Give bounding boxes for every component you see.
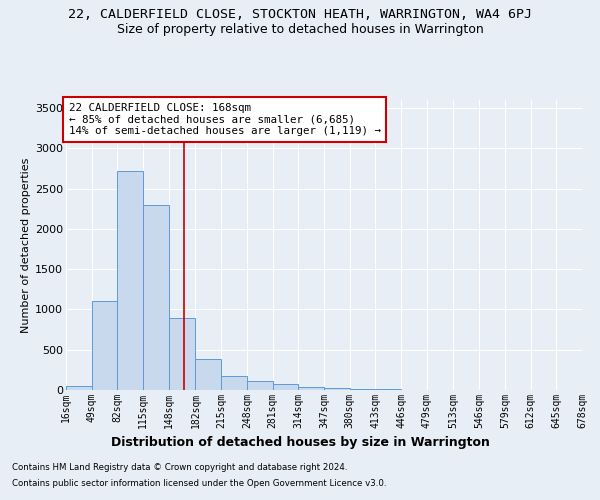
- Bar: [350, 389, 376, 390]
- Text: Distribution of detached houses by size in Warrington: Distribution of detached houses by size …: [110, 436, 490, 449]
- Bar: [66, 386, 92, 390]
- Bar: [196, 358, 221, 390]
- Bar: [272, 384, 298, 390]
- Bar: [143, 204, 169, 390]
- Text: Contains HM Land Registry data © Crown copyright and database right 2024.: Contains HM Land Registry data © Crown c…: [12, 464, 347, 472]
- Text: Contains public sector information licensed under the Open Government Licence v3: Contains public sector information licen…: [12, 478, 386, 488]
- Bar: [92, 302, 118, 390]
- Bar: [298, 387, 324, 390]
- Text: 22 CALDERFIELD CLOSE: 168sqm
← 85% of detached houses are smaller (6,685)
14% of: 22 CALDERFIELD CLOSE: 168sqm ← 85% of de…: [68, 103, 380, 136]
- Text: Size of property relative to detached houses in Warrington: Size of property relative to detached ho…: [116, 22, 484, 36]
- Bar: [247, 381, 272, 390]
- Text: 22, CALDERFIELD CLOSE, STOCKTON HEATH, WARRINGTON, WA4 6PJ: 22, CALDERFIELD CLOSE, STOCKTON HEATH, W…: [68, 8, 532, 20]
- Y-axis label: Number of detached properties: Number of detached properties: [21, 158, 31, 332]
- Bar: [324, 388, 350, 390]
- Bar: [118, 171, 143, 390]
- Bar: [169, 318, 196, 390]
- Bar: [221, 376, 247, 390]
